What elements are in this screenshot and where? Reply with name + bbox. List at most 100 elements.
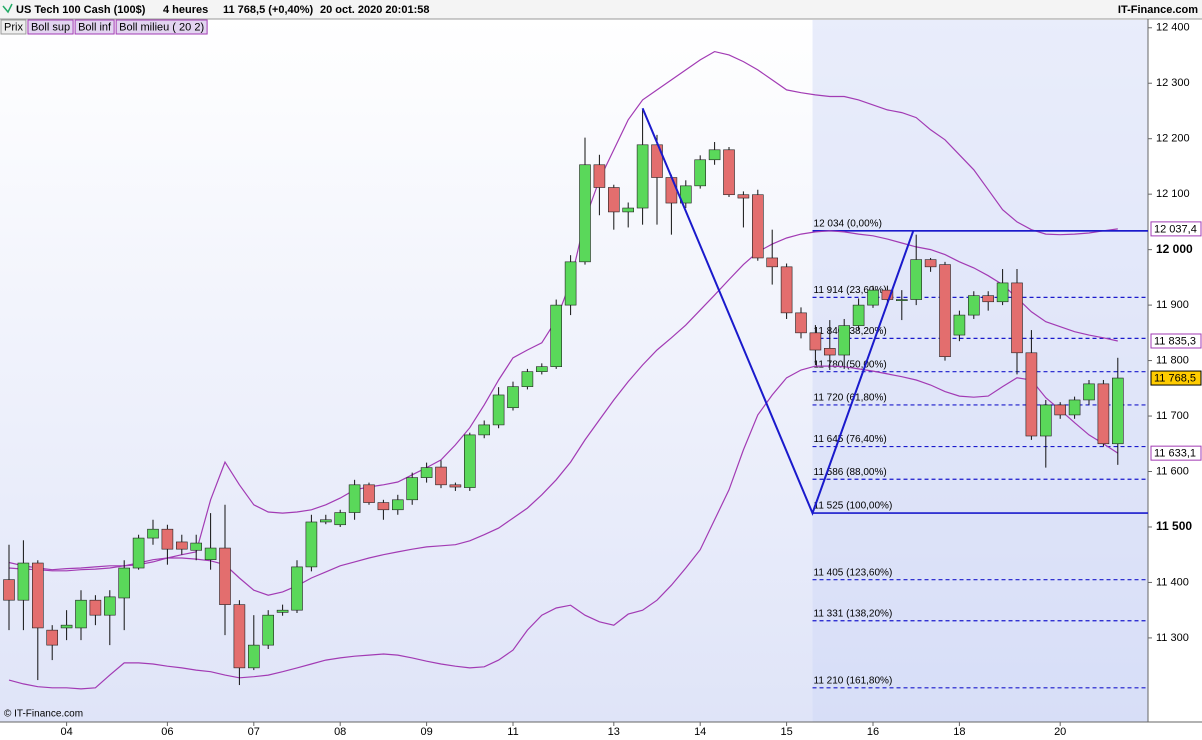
x-tick-label: 04 — [60, 726, 72, 738]
fib-label: 11 525 (100,00%) — [814, 501, 893, 512]
candle-body — [967, 295, 980, 316]
band-line — [8, 365, 1119, 690]
legend-box — [27, 19, 74, 35]
candle-body — [1068, 399, 1081, 416]
price-tag — [1150, 445, 1202, 461]
period: 4 heures — [163, 4, 208, 16]
candle-body — [823, 348, 836, 356]
candle-body — [723, 149, 735, 196]
legend-label: Boll sup — [31, 21, 70, 33]
price-tag-label: 11 633,1 — [1154, 448, 1196, 460]
legend-box — [74, 19, 115, 35]
candle-body — [204, 547, 217, 560]
candle-body — [420, 467, 433, 478]
candle-body — [233, 604, 246, 669]
y-tick-label: 11 500 — [1156, 519, 1192, 533]
candle-body — [262, 614, 275, 646]
x-tick-label: 13 — [608, 726, 620, 738]
candle-body — [176, 541, 188, 550]
candle-body — [190, 542, 202, 551]
candle-body — [46, 629, 59, 646]
legend-label: Prix — [4, 21, 23, 33]
candle-body — [319, 519, 332, 523]
candle-body — [89, 599, 102, 616]
candle-body — [1112, 377, 1124, 445]
candle-body — [248, 644, 260, 669]
candle-body — [852, 304, 865, 326]
y-tick-label: 11 300 — [1156, 632, 1189, 644]
plot-background — [0, 19, 1148, 722]
candle-body — [895, 299, 908, 301]
y-tick-label: 12 000 — [1156, 242, 1193, 256]
candle-body — [219, 547, 231, 605]
fib-label: 11 210 (161,80%) — [814, 675, 893, 686]
y-tick-label: 11 600 — [1156, 465, 1189, 477]
candle-body — [881, 289, 894, 300]
x-tick-label: 16 — [867, 726, 879, 738]
candle-body — [31, 562, 44, 629]
x-tick-label: 06 — [161, 726, 173, 738]
candle-body — [622, 207, 635, 213]
candle-body — [708, 149, 721, 161]
fib-label: 11 840 (38,20%) — [814, 326, 887, 337]
candle-body — [550, 304, 563, 367]
legend-box — [115, 19, 208, 35]
fib-label: 11 331 (138,20%) — [814, 608, 893, 619]
x-tick-label: 08 — [334, 726, 346, 738]
candle-body — [1011, 282, 1023, 354]
x-tick-label: 11 — [507, 726, 518, 738]
candle-body — [521, 371, 534, 387]
price-tag-label: 12 037,4 — [1154, 223, 1197, 235]
candle-body — [75, 599, 87, 629]
candle-body — [1054, 404, 1066, 416]
x-tick-label: 15 — [780, 726, 792, 738]
candle-body — [535, 366, 548, 372]
candle-body — [60, 624, 73, 629]
x-tick-label: 09 — [420, 726, 432, 738]
candle-body — [132, 537, 145, 569]
fib-label: 11 645 (76,40%) — [814, 434, 887, 445]
candle-body — [478, 424, 491, 436]
candle-body — [104, 596, 116, 616]
source: IT-Finance.com — [1118, 4, 1198, 16]
candle-body — [665, 177, 678, 204]
zigzag — [641, 107, 915, 516]
candle-body — [924, 259, 937, 268]
candle-body — [363, 484, 375, 503]
footer: © IT-Finance.com — [4, 709, 83, 720]
y-tick-label: 12 100 — [1156, 188, 1190, 200]
x-tick-label: 20 — [1054, 726, 1066, 738]
candle-body — [147, 528, 159, 539]
candle-body — [435, 466, 447, 486]
candle-body — [780, 266, 793, 314]
y-tick-label: 11 800 — [1156, 354, 1189, 366]
candle-body — [17, 562, 30, 601]
y-tick-label: 12 300 — [1156, 77, 1190, 89]
candle-body — [377, 502, 390, 511]
legend-box — [0, 19, 27, 35]
header-bar — [0, 0, 1202, 19]
y-tick-label: 11 700 — [1156, 410, 1189, 422]
candle-body — [3, 579, 15, 601]
candle-body — [953, 314, 966, 336]
candle-body — [982, 295, 995, 303]
price-tag — [1150, 221, 1202, 237]
x-tick-label: 14 — [694, 726, 706, 738]
y-tick-label: 12 200 — [1156, 133, 1190, 145]
candle-body — [579, 164, 591, 263]
legend-label: Boll milieu ( 20 2) — [119, 21, 204, 33]
candle-body — [809, 332, 822, 351]
candle-body — [838, 325, 851, 356]
candle-body — [449, 484, 462, 488]
candle-body — [406, 477, 419, 501]
fib-label: 11 720 (61,80%) — [814, 393, 887, 404]
candle-body — [1083, 383, 1095, 401]
band-line — [8, 230, 1118, 596]
header-icon — [2, 3, 13, 14]
candle-body — [996, 282, 1009, 303]
candle-body — [737, 194, 750, 199]
price-tag-label: 11 768,5 — [1154, 372, 1196, 384]
candle-body — [679, 185, 692, 204]
candle-body — [507, 386, 519, 409]
